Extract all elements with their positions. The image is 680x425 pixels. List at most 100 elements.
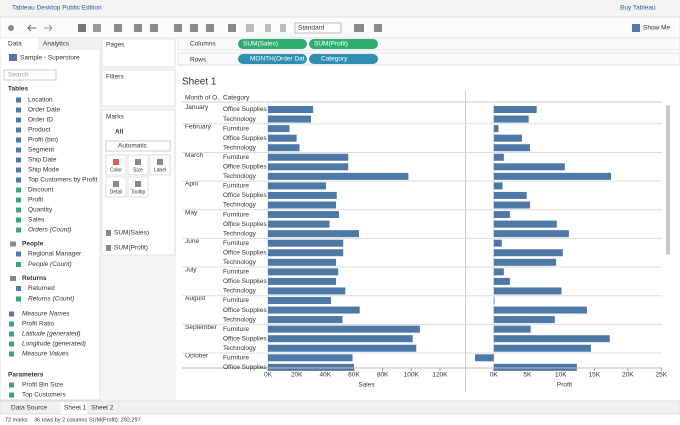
pill[interactable] — [309, 54, 378, 64]
field[interactable]: Order ID — [28, 117, 53, 124]
tab[interactable]: Sheet 2 — [91, 405, 114, 412]
bar — [268, 306, 360, 314]
bar — [493, 258, 557, 266]
axis-title: Sales — [358, 382, 375, 389]
field[interactable]: Profit — [28, 197, 43, 204]
field[interactable]: Measure Names — [22, 311, 70, 318]
field-icon — [16, 97, 21, 103]
field-icon — [106, 245, 111, 251]
pill[interactable] — [309, 39, 378, 49]
category-label: Furniture — [223, 326, 249, 333]
category-label: Office Supplies — [223, 307, 267, 314]
x-tick-label: 120K — [432, 372, 448, 379]
parameter[interactable]: Top Customers — [22, 392, 66, 399]
bar — [493, 191, 527, 199]
bar — [268, 325, 420, 333]
marks-field[interactable]: SUM(Profit) — [114, 245, 148, 252]
mark-button-label: Size — [133, 167, 143, 173]
bar — [493, 182, 503, 190]
bar — [268, 182, 327, 190]
field[interactable]: Ship Date — [28, 157, 57, 164]
field-icon — [16, 117, 21, 123]
bar — [268, 106, 314, 113]
field[interactable]: Segment — [28, 147, 54, 154]
mark-button-icon — [113, 181, 119, 187]
bar — [493, 211, 510, 219]
x-tick-label: 0K — [264, 372, 273, 379]
status: 36 rows by 2 columns — [34, 417, 87, 423]
filters-card — [101, 69, 176, 107]
field[interactable]: Returns (Count) — [28, 296, 74, 303]
tab[interactable]: Sheet 1 — [64, 405, 87, 412]
row-header: Category — [223, 95, 250, 102]
search-box[interactable] — [3, 69, 57, 81]
field[interactable]: Profit (bin) — [28, 137, 58, 144]
bar — [268, 211, 339, 219]
bar — [493, 125, 499, 133]
field[interactable]: Returned — [28, 285, 55, 292]
toolbar-icons — [8, 24, 382, 32]
month-label: March — [185, 152, 203, 159]
field[interactable]: People (Count) — [28, 261, 72, 268]
section-title: Tables — [8, 86, 28, 93]
category-label: Office Supplies — [223, 106, 267, 113]
fit-dropdown[interactable] — [294, 22, 342, 34]
field[interactable]: Latitude (generated) — [22, 331, 81, 338]
buy-link[interactable]: Buy Tableau — [620, 5, 656, 12]
field[interactable]: Quantity — [28, 207, 53, 214]
pill[interactable] — [238, 54, 307, 64]
card-title: Marks — [106, 114, 124, 121]
bar — [493, 335, 610, 343]
category-label: Technology — [223, 173, 257, 180]
bar — [493, 220, 557, 228]
field[interactable]: Product — [28, 127, 51, 134]
tab[interactable]: Data Source — [11, 405, 48, 412]
field[interactable]: Regional Manager — [28, 251, 82, 258]
field-icon — [9, 311, 14, 317]
field-icon — [9, 331, 14, 337]
analytics-tab[interactable] — [38, 38, 100, 50]
active-tab[interactable] — [61, 402, 87, 414]
mark-button-icon — [135, 159, 141, 165]
field[interactable]: Profit Ratio — [22, 321, 55, 328]
month-label: October — [185, 353, 209, 360]
data-tab[interactable] — [0, 38, 38, 50]
field-icon — [16, 167, 21, 173]
data-source[interactable]: Sample - Superstore — [20, 55, 80, 62]
scrollbar[interactable] — [666, 105, 670, 255]
field[interactable]: Location — [28, 97, 53, 104]
field[interactable]: Discount — [28, 187, 53, 194]
x-tick-label: 20K — [291, 372, 303, 379]
field[interactable]: Sales — [28, 217, 45, 224]
parameter[interactable]: Profit Bin Size — [22, 382, 63, 389]
category-label: Office Supplies — [223, 221, 267, 228]
category-label: Technology — [223, 116, 257, 123]
category-label: Technology — [223, 144, 257, 151]
bar — [493, 306, 587, 314]
pill[interactable] — [238, 39, 307, 49]
x-tick-label: 25K — [656, 372, 668, 379]
fit-label: Standard — [298, 25, 325, 32]
x-tick-label: 15K — [589, 372, 601, 379]
show-me[interactable]: Show Me — [643, 25, 670, 32]
month-label: September — [185, 324, 218, 331]
field[interactable]: Top Customers by Profit — [28, 177, 98, 184]
category-label: Furniture — [223, 240, 249, 247]
field-icon — [16, 177, 21, 183]
category-label: Furniture — [223, 125, 249, 132]
marks-field[interactable]: SUM(Sales) — [114, 230, 149, 237]
mark-button-label: Color — [110, 167, 122, 173]
field[interactable]: Longitude (generated) — [22, 341, 86, 348]
bar — [268, 354, 353, 362]
field-icon — [9, 341, 14, 347]
field[interactable]: Ship Mode — [28, 167, 59, 174]
field[interactable]: Orders (Count) — [28, 227, 71, 234]
field[interactable]: Measure Values — [22, 351, 69, 358]
mark-type[interactable] — [105, 140, 171, 152]
marks-all: All — [115, 129, 124, 136]
card-title: Pages — [106, 42, 125, 49]
axis-title: Profit — [557, 382, 572, 389]
x-tick-label: 5K — [523, 372, 532, 379]
field-icon — [16, 296, 21, 302]
field[interactable]: Order Date — [28, 107, 61, 114]
